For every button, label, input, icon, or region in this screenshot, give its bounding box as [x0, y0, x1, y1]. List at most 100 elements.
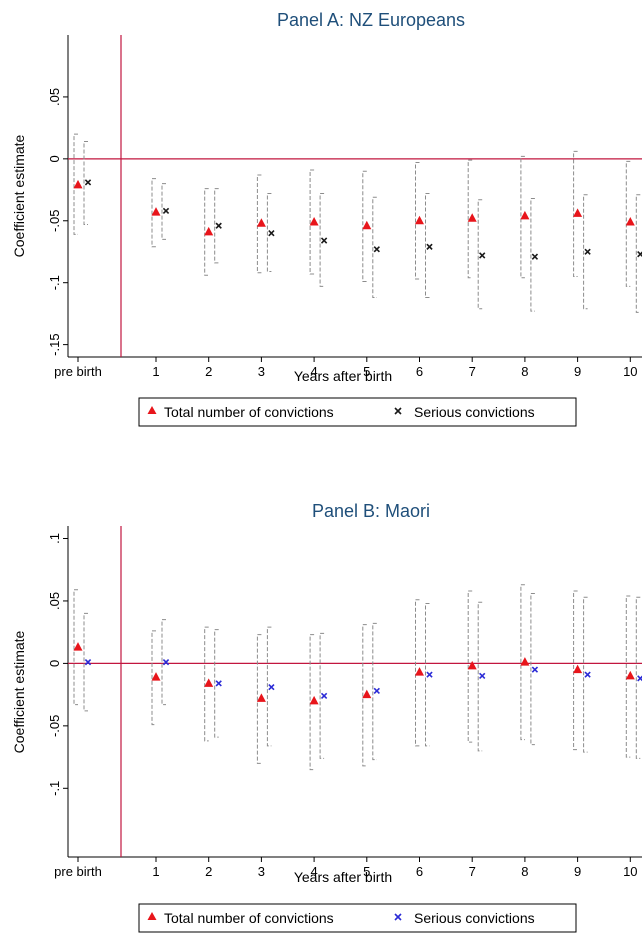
point-total-convictions [362, 220, 372, 230]
point-serious-convictions [531, 253, 539, 260]
legend-box [138, 397, 577, 427]
y-tick-label: .1 [47, 533, 62, 544]
y-tick-label: -.1 [47, 275, 62, 290]
y-tick-label: -.15 [47, 333, 62, 355]
confidence-interval [362, 170, 367, 282]
point-total-convictions [309, 695, 319, 705]
confidence-interval [73, 589, 78, 706]
confidence-interval [625, 160, 631, 287]
confidence-interval [425, 602, 430, 747]
point-total-convictions [73, 179, 83, 189]
x-tick-label: 2 [205, 364, 212, 379]
x-tick-label: 6 [416, 864, 423, 879]
legend-x-marker [394, 407, 402, 415]
confidence-interval [625, 595, 631, 758]
y-tick-label: .05 [47, 88, 62, 106]
point-total-convictions [520, 657, 530, 666]
x-axis-label: Years after birth [294, 869, 392, 885]
confidence-interval [467, 590, 473, 743]
legend: Total number of convictions Serious conv… [138, 903, 577, 933]
point-total-convictions [204, 226, 214, 236]
legend-label-serious: Serious convictions [414, 404, 535, 420]
x-tick-label: 6 [416, 364, 423, 379]
y-axis-label: Coefficient estimate [11, 630, 27, 753]
confidence-interval [204, 188, 209, 276]
point-serious-convictions [320, 692, 328, 700]
x-tick-label: 8 [521, 864, 528, 879]
x-tick-label: 4 [310, 864, 317, 879]
confidence-interval [214, 629, 219, 738]
x-tick-label: 5 [363, 864, 370, 879]
point-serious-convictions [479, 672, 486, 680]
confidence-interval [635, 194, 641, 313]
legend-label-total: Total number of convictions [164, 404, 334, 420]
y-tick-label: -.05 [47, 210, 62, 232]
confidence-interval [319, 193, 325, 287]
point-total-convictions [520, 210, 530, 220]
point-serious-convictions [373, 687, 380, 695]
point-serious-convictions [215, 680, 222, 687]
point-serious-convictions [84, 179, 92, 186]
point-total-convictions [362, 689, 372, 699]
confidence-interval [583, 194, 588, 310]
point-total-convictions [256, 693, 266, 702]
y-tick-label: 0 [47, 660, 62, 667]
confidence-interval [425, 193, 430, 299]
point-serious-convictions [584, 671, 591, 678]
x-tick-label: 9 [574, 364, 581, 379]
y-ticks: .05 0 -.05 -.1 -.15 [47, 88, 68, 356]
confidence-interval [520, 584, 525, 741]
point-total-convictions [625, 217, 635, 226]
y-tick-label: -.05 [47, 715, 62, 737]
point-total-convictions [415, 215, 424, 225]
point-serious-convictions [320, 237, 328, 244]
panel-title: Panel B: Maori [312, 501, 430, 521]
point-serious-convictions [268, 683, 275, 691]
x-tick-label: 7 [469, 364, 476, 379]
confidence-interval [530, 197, 535, 312]
x-tick-label: 10 [623, 864, 637, 879]
point-total-convictions [73, 642, 83, 651]
x-tick-label: 3 [258, 364, 265, 379]
confidence-interval [83, 612, 88, 712]
point-total-convictions [573, 664, 583, 674]
x-tick-label: 4 [310, 364, 317, 379]
x-ticks: pre birth 1 2 3 4 5 6 7 8 9 10 [54, 857, 638, 879]
x-tick-label: 1 [152, 364, 159, 379]
point-total-convictions [151, 207, 161, 216]
legend-triangle-marker [147, 912, 157, 920]
y-ticks: .1 .05 0 -.05 -.1 [47, 533, 68, 796]
x-axis-label: Years after birth [294, 368, 392, 384]
x-tick-label: 5 [363, 364, 370, 379]
chart-marks [68, 526, 642, 857]
point-total-convictions [151, 672, 161, 681]
confidence-interval [151, 630, 156, 726]
panel-a: Panel A: NZ Europeans Coefficient estima… [11, 10, 642, 427]
point-serious-convictions [637, 675, 642, 682]
confidence-interval [256, 174, 262, 274]
legend-x-marker [394, 913, 402, 921]
confidence-interval [477, 601, 483, 752]
x-tick-label: pre birth [54, 364, 102, 379]
point-serious-convictions [162, 658, 170, 666]
confidence-interval [635, 596, 641, 759]
x-tick-label: 3 [258, 864, 265, 879]
y-tick-label: 0 [47, 155, 62, 162]
confidence-interval [309, 634, 315, 771]
confidence-interval [573, 150, 578, 277]
y-tick-label: .05 [47, 592, 62, 610]
legend: Total number of convictions Serious conv… [138, 397, 577, 427]
chart-marks [68, 35, 642, 357]
point-serious-convictions [162, 207, 170, 215]
confidence-interval [520, 155, 525, 279]
confidence-interval [415, 162, 420, 280]
confidence-interval [73, 133, 78, 235]
point-total-convictions [625, 670, 635, 680]
point-total-convictions [415, 667, 424, 676]
panel-b: Panel B: Maori Coefficient estimate Year… [11, 501, 642, 933]
confidence-interval [319, 632, 325, 759]
x-tick-label: 2 [205, 864, 212, 879]
point-serious-convictions [426, 243, 433, 250]
confidence-interval [372, 622, 377, 761]
y-tick-label: -.1 [47, 781, 62, 796]
